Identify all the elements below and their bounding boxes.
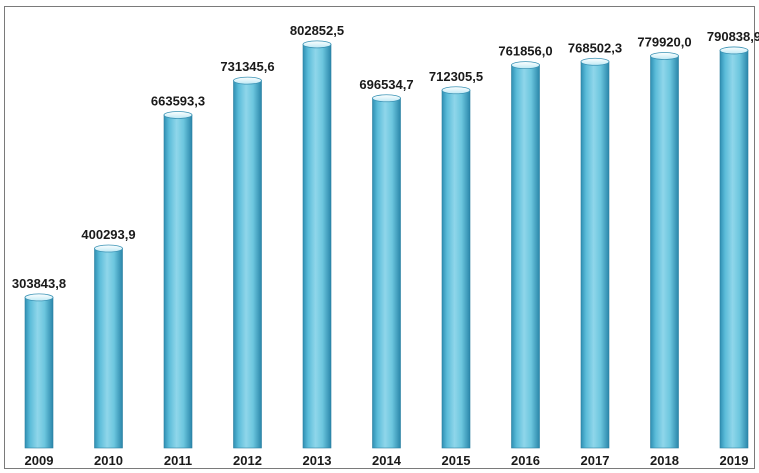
year-label-2019: 2019 bbox=[720, 453, 749, 468]
year-label-2010: 2010 bbox=[94, 453, 123, 468]
year-label-2009: 2009 bbox=[25, 453, 54, 468]
bar-2012 bbox=[233, 76, 262, 449]
year-label-2013: 2013 bbox=[303, 453, 332, 468]
year-labels-group: 2009 2010 2011 2012 2013 2014 2015 2016 2017 2018… bbox=[25, 453, 749, 468]
value-label-2010: 400293,9 bbox=[81, 227, 135, 242]
bar-2019 bbox=[719, 46, 749, 449]
value-label-2011: 663593,3 bbox=[151, 93, 205, 108]
value-label-2015: 712305,5 bbox=[429, 69, 483, 84]
value-label-2016: 761856,0 bbox=[498, 44, 552, 59]
value-label-2013: 802852,5 bbox=[290, 23, 344, 38]
value-label-2018: 779920,0 bbox=[637, 34, 691, 49]
bars-group bbox=[24, 40, 749, 449]
year-label-2012: 2012 bbox=[233, 453, 262, 468]
bar-2016 bbox=[511, 61, 540, 449]
value-label-2009: 303843,8 bbox=[12, 276, 66, 291]
year-label-2018: 2018 bbox=[650, 453, 679, 468]
value-label-2017: 768502,3 bbox=[568, 40, 622, 55]
bar-2018 bbox=[650, 52, 679, 449]
year-label-2014: 2014 bbox=[372, 453, 402, 468]
bar-2009 bbox=[24, 293, 54, 449]
value-labels-group: 303843,8 400293,9 663593,3 731345,6 802852,5… bbox=[12, 23, 759, 291]
year-label-2016: 2016 bbox=[511, 453, 540, 468]
value-label-2014: 696534,7 bbox=[359, 77, 413, 92]
bar-2013 bbox=[302, 40, 332, 449]
year-label-2011: 2011 bbox=[164, 453, 192, 468]
year-label-2015: 2015 bbox=[442, 453, 471, 468]
bar-2017 bbox=[580, 57, 610, 449]
bar-2014 bbox=[372, 94, 401, 449]
value-label-2019: 790838,9 bbox=[707, 29, 759, 44]
bar-2010 bbox=[94, 244, 123, 449]
year-label-2017: 2017 bbox=[581, 453, 610, 468]
value-label-2012: 731345,6 bbox=[220, 59, 274, 74]
bar-2015 bbox=[441, 86, 471, 449]
bar-2011 bbox=[163, 111, 193, 449]
